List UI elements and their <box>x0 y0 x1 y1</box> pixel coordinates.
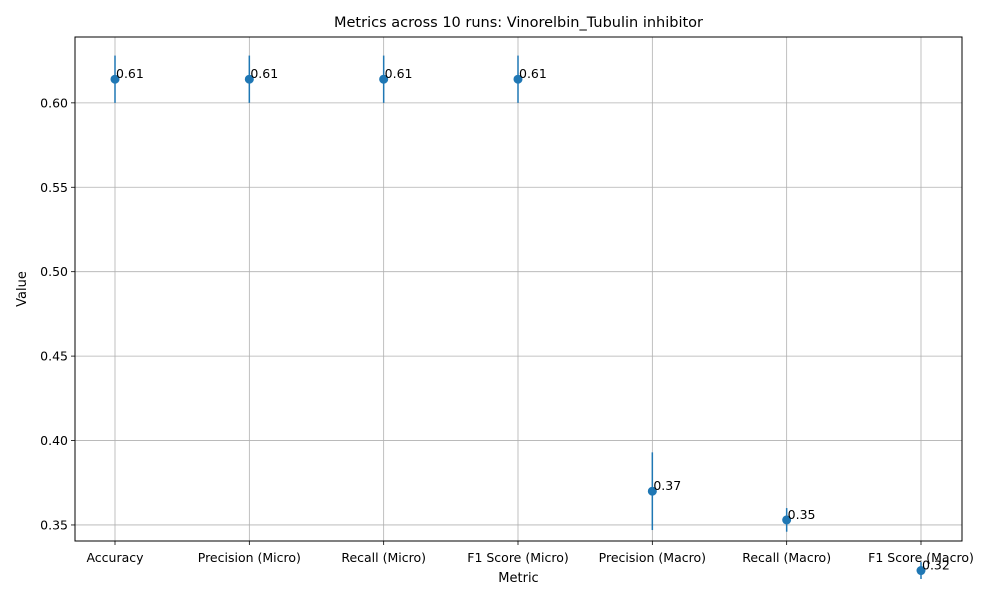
data-label: 0.61 <box>385 66 413 81</box>
data-point <box>782 515 792 525</box>
data-label: 0.32 <box>922 558 950 573</box>
data-label: 0.35 <box>788 507 816 522</box>
x-tick-label: Precision (Micro) <box>198 550 301 565</box>
chart-title: Metrics across 10 runs: Vinorelbin_Tubul… <box>334 15 703 31</box>
data-point <box>513 74 523 84</box>
y-tick-label: 0.40 <box>40 433 68 448</box>
y-tick-label: 0.45 <box>40 349 68 364</box>
data-label: 0.37 <box>653 478 681 493</box>
data-label: 0.61 <box>116 66 144 81</box>
data-label: 0.61 <box>519 66 547 81</box>
y-axis-label: Value <box>15 271 30 307</box>
y-tick-label: 0.50 <box>40 264 68 279</box>
y-tick-label: 0.60 <box>40 95 68 110</box>
axis-ticks: 0.35 0.40 0.45 0.50 0.55 0.60 Accuracy Precisio… <box>40 95 974 565</box>
x-tick-label: F1 Score (Micro) <box>467 550 569 565</box>
x-tick-label: Accuracy <box>86 550 144 565</box>
data-point <box>647 486 657 496</box>
x-axis-label: Metric <box>498 571 538 586</box>
data-label: 0.61 <box>250 66 278 81</box>
x-tick-label: Precision (Macro) <box>599 550 706 565</box>
plot-frame <box>74 36 963 542</box>
x-tick-label: Recall (Micro) <box>341 550 426 565</box>
x-tick-label: Recall (Macro) <box>742 550 831 565</box>
y-tick-label: 0.55 <box>40 180 68 195</box>
x-tick-label: F1 Score (Macro) <box>868 550 974 565</box>
data-point <box>379 74 389 84</box>
data-point <box>916 566 926 576</box>
data-point <box>244 74 254 84</box>
y-tick-label: 0.35 <box>40 517 68 532</box>
data-point <box>110 74 120 84</box>
data-marks: 0.61 0.61 0.61 0.61 0.37 0.35 0.32 <box>110 55 950 579</box>
